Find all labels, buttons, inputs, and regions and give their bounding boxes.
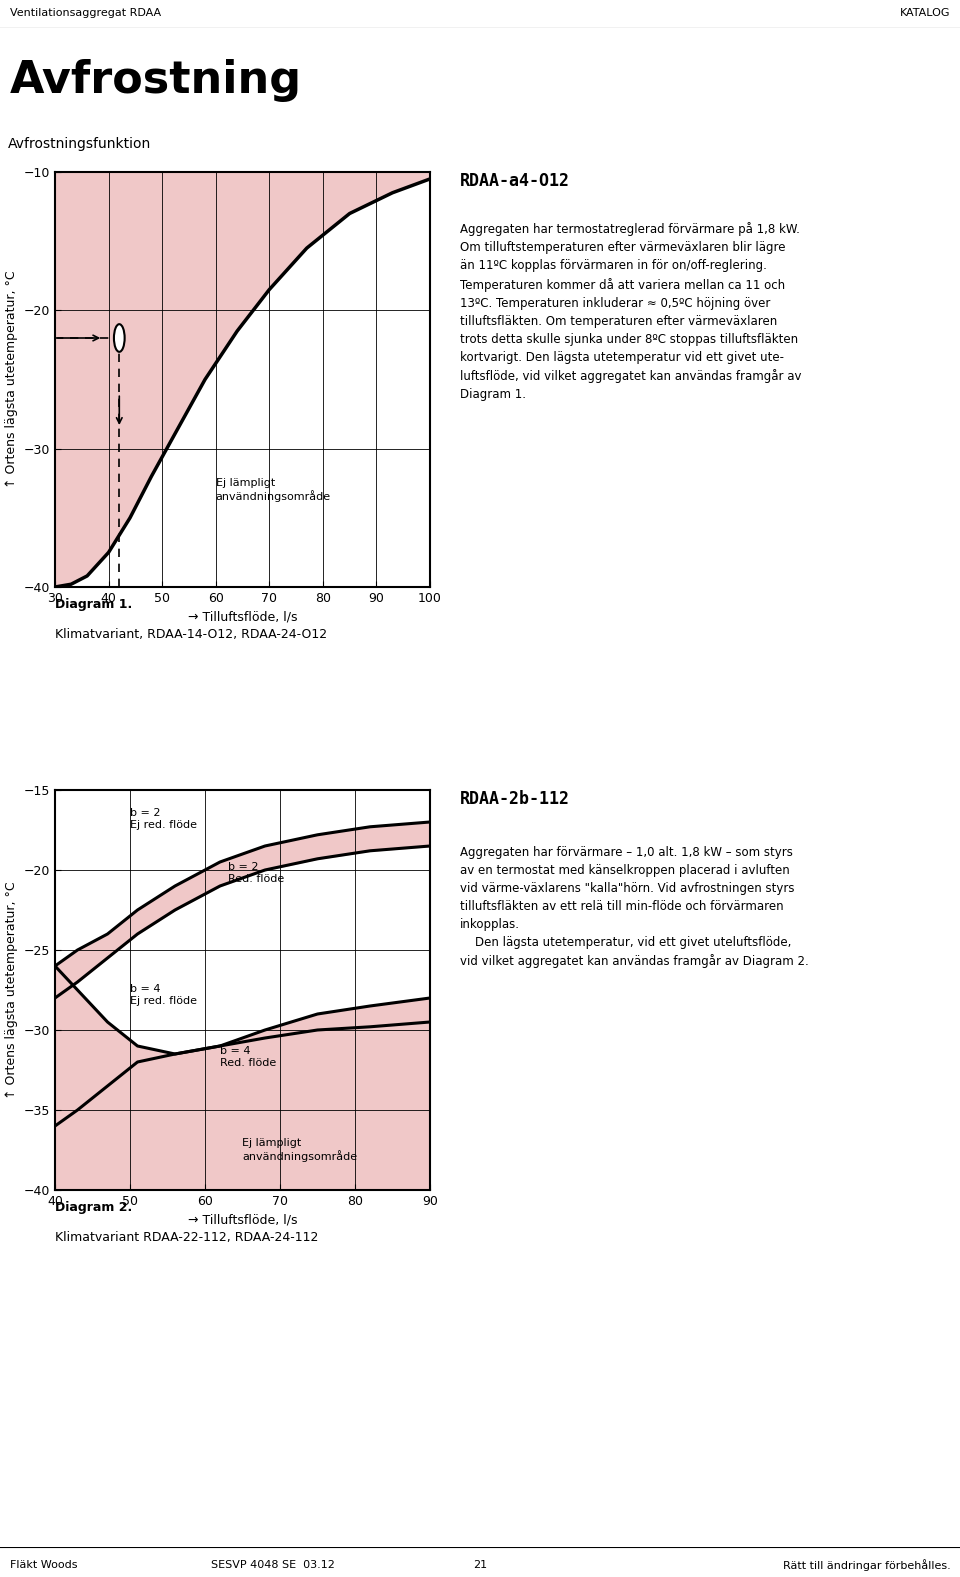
Y-axis label: ↑ Ortens lägsta utetemperatur, °C: ↑ Ortens lägsta utetemperatur, °C [5, 882, 18, 1099]
Text: Aggregaten har termostatreglerad förvärmare på 1,8 kW.
Om tilluftstemperaturen e: Aggregaten har termostatreglerad förvärm… [460, 222, 802, 401]
Text: Avfrostningsfunktion: Avfrostningsfunktion [8, 137, 152, 151]
Text: b = 4
Red. flöde: b = 4 Red. flöde [220, 1046, 276, 1068]
Text: SESVP 4048 SE  03.12: SESVP 4048 SE 03.12 [211, 1560, 335, 1571]
X-axis label: → Tilluftsflöde, l/s: → Tilluftsflöde, l/s [188, 1213, 298, 1227]
Text: Klimatvariant, RDAA-14-O12, RDAA-24-O12: Klimatvariant, RDAA-14-O12, RDAA-24-O12 [55, 628, 327, 640]
Text: RDAA-2b-112: RDAA-2b-112 [460, 790, 570, 807]
Text: Aggregaten har förvärmare – 1,0 alt. 1,8 kW – som styrs
av en termostat med käns: Aggregaten har förvärmare – 1,0 alt. 1,8… [460, 845, 808, 968]
Text: Fläkt Woods: Fläkt Woods [10, 1560, 77, 1571]
Text: KATALOG: KATALOG [900, 8, 950, 17]
Text: b = 4
Ej red. flöde: b = 4 Ej red. flöde [130, 984, 197, 1006]
Text: Diagram 1.: Diagram 1. [55, 598, 132, 610]
Y-axis label: ↑ Ortens lägsta utetemperatur, °C: ↑ Ortens lägsta utetemperatur, °C [5, 271, 18, 489]
Text: b = 2
Ej red. flöde: b = 2 Ej red. flöde [130, 809, 197, 830]
Circle shape [114, 325, 125, 352]
Text: b = 2
Red. flöde: b = 2 Red. flöde [228, 863, 284, 883]
Text: Rätt till ändringar förbehålles.: Rätt till ändringar förbehålles. [782, 1560, 950, 1571]
Text: Ej lämpligt
användningsområde: Ej lämpligt användningsområde [216, 478, 331, 501]
Text: Diagram 2.: Diagram 2. [55, 1200, 132, 1213]
Text: Ej lämpligt
användningsområde: Ej lämpligt användningsområde [243, 1139, 358, 1162]
X-axis label: → Tilluftsflöde, l/s: → Tilluftsflöde, l/s [188, 610, 298, 623]
Text: Klimatvariant RDAA-22-112, RDAA-24-112: Klimatvariant RDAA-22-112, RDAA-24-112 [55, 1230, 319, 1244]
Text: RDAA-a4-O12: RDAA-a4-O12 [460, 172, 570, 189]
Text: Ventilationsaggregat RDAA: Ventilationsaggregat RDAA [10, 8, 160, 17]
Text: 21: 21 [473, 1560, 487, 1571]
Polygon shape [55, 172, 430, 587]
Text: Avfrostning: Avfrostning [10, 58, 302, 101]
